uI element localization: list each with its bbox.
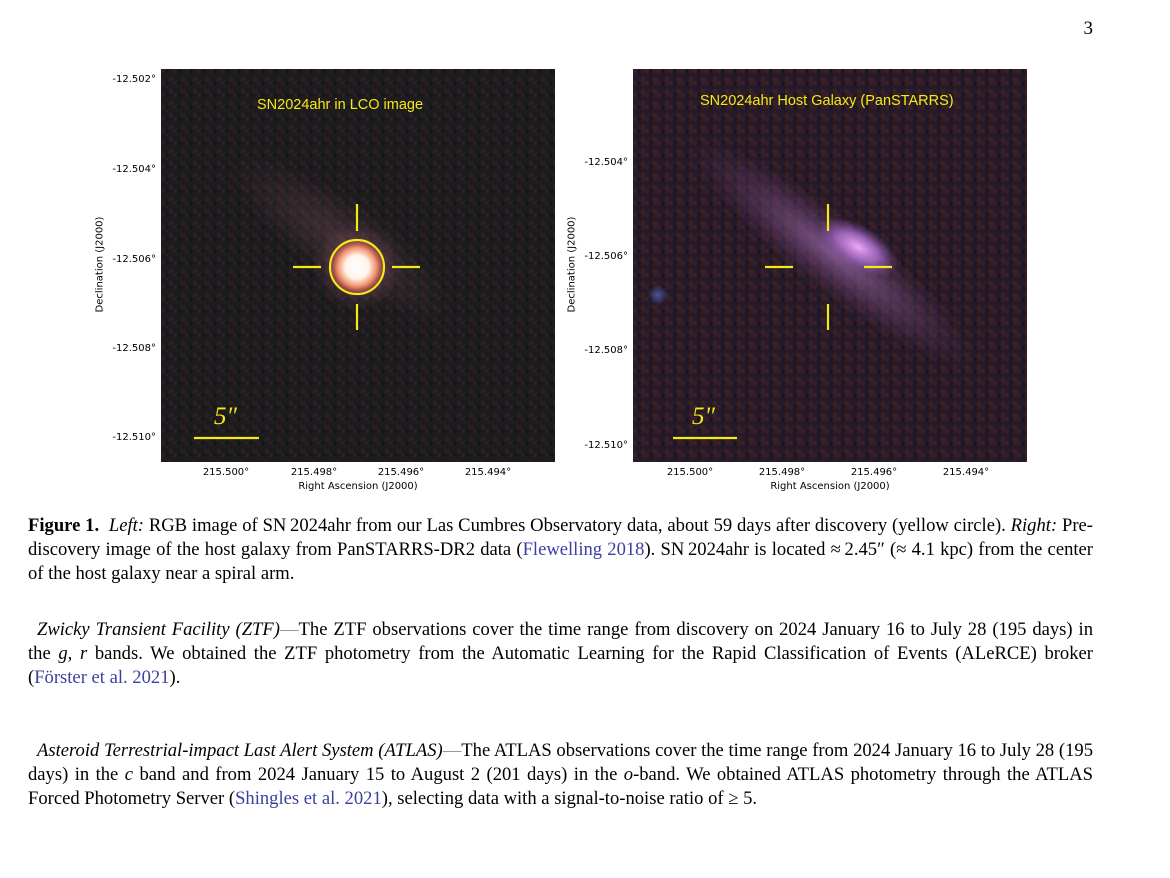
right-caption-text-a: Pre-discovery image of the host galaxy f…	[28, 515, 1093, 560]
ztf-text-b: bands. We obtained the ZTF photometry fr…	[28, 643, 1093, 688]
ztf-dash: —	[279, 619, 299, 640]
left-ytick-0: -12.502°	[112, 74, 156, 85]
atlas-text-d: ), selecting data with a signal-to-noise…	[381, 788, 758, 809]
citation-shingles[interactable]: Shingles et al. 2021	[235, 788, 382, 809]
right-panel-title: SN2024ahr Host Galaxy (PanSTARRS)	[700, 93, 954, 109]
right-xtick-0: 215.500°	[666, 467, 714, 478]
left-ytick-3: -12.508°	[112, 343, 156, 354]
left-tag: Left:	[108, 515, 144, 536]
sn-marker-circle	[328, 238, 386, 296]
right-xtick-1: 215.498°	[758, 467, 806, 478]
right-ytick-0: -12.504°	[584, 157, 628, 168]
left-scale-label: 5″	[214, 403, 237, 430]
right-caption-text-b: ). SN 2024ahr is located ≈ 2.45″ (≈ 4.1 …	[28, 539, 1093, 584]
ztf-paragraph: Zwicky Transient Facility (ZTF)—The ZTF …	[28, 618, 1093, 690]
crosshair-icon	[293, 204, 420, 330]
atlas-text-b: band and from 2024 January 15 to August …	[133, 764, 624, 785]
right-ylabel: Declination (J2000)	[566, 216, 578, 313]
left-xtick-3: 215.494°	[464, 467, 512, 478]
left-ylabel: Declination (J2000)	[94, 216, 106, 313]
right-image-panel: SN2024ahr Host Galaxy (PanSTARRS) 5″	[633, 69, 1027, 462]
ztf-heading: Zwicky Transient Facility (ZTF)	[37, 619, 280, 640]
right-ytick-2: -12.508°	[584, 345, 628, 356]
left-ytick-2: -12.506°	[112, 254, 156, 265]
left-ytick-1: -12.504°	[112, 164, 156, 175]
citation-flewelling[interactable]: Flewelling 2018	[522, 539, 645, 560]
right-tag: Right:	[1010, 515, 1058, 536]
atlas-heading: Asteroid Terrestrial-impact Last Alert S…	[37, 740, 443, 761]
left-xtick-1: 215.498°	[290, 467, 338, 478]
figure-label: Figure 1.	[28, 515, 100, 536]
lco-image	[161, 69, 555, 462]
left-xtick-2: 215.496°	[377, 467, 425, 478]
citation-forster[interactable]: Förster et al. 2021	[34, 667, 170, 688]
atlas-c-band: c	[124, 764, 134, 785]
right-ytick-1: -12.506°	[584, 251, 628, 262]
left-panel-title: SN2024ahr in LCO image	[257, 97, 424, 113]
left-image-panel: SN2024ahr in LCO image 5″	[161, 69, 555, 462]
ztf-bands: g, r	[58, 643, 88, 664]
right-xlabel: Right Ascension (J2000)	[770, 481, 890, 492]
right-xtick-2: 215.496°	[850, 467, 898, 478]
atlas-text-a: The ATLAS observations cover the time ra…	[28, 740, 1094, 785]
panstarrs-image	[633, 69, 1027, 462]
atlas-o-band: o	[623, 764, 634, 785]
right-scale-label: 5″	[692, 403, 715, 430]
atlas-text-c: -band. We obtained ATLAS photometry thro…	[28, 764, 1093, 809]
left-caption-text: RGB image of SN 2024ahr from our Las Cum…	[148, 515, 1006, 536]
right-ytick-3: -12.510°	[584, 440, 628, 451]
ztf-text-c: ).	[169, 667, 181, 688]
atlas-dash: —	[442, 740, 462, 761]
page-number: 3	[1083, 18, 1094, 39]
left-xlabel: Right Ascension (J2000)	[298, 481, 418, 492]
crosshair-icon	[765, 204, 892, 330]
atlas-paragraph: Asteroid Terrestrial-impact Last Alert S…	[28, 739, 1093, 811]
figure-caption: Figure 1. Left: RGB image of SN 2024ahr …	[28, 514, 1093, 586]
ztf-text-a: The ZTF observations cover the time rang…	[28, 619, 1093, 664]
left-xtick-0: 215.500°	[202, 467, 250, 478]
right-xtick-3: 215.494°	[942, 467, 990, 478]
left-ytick-4: -12.510°	[112, 432, 156, 443]
